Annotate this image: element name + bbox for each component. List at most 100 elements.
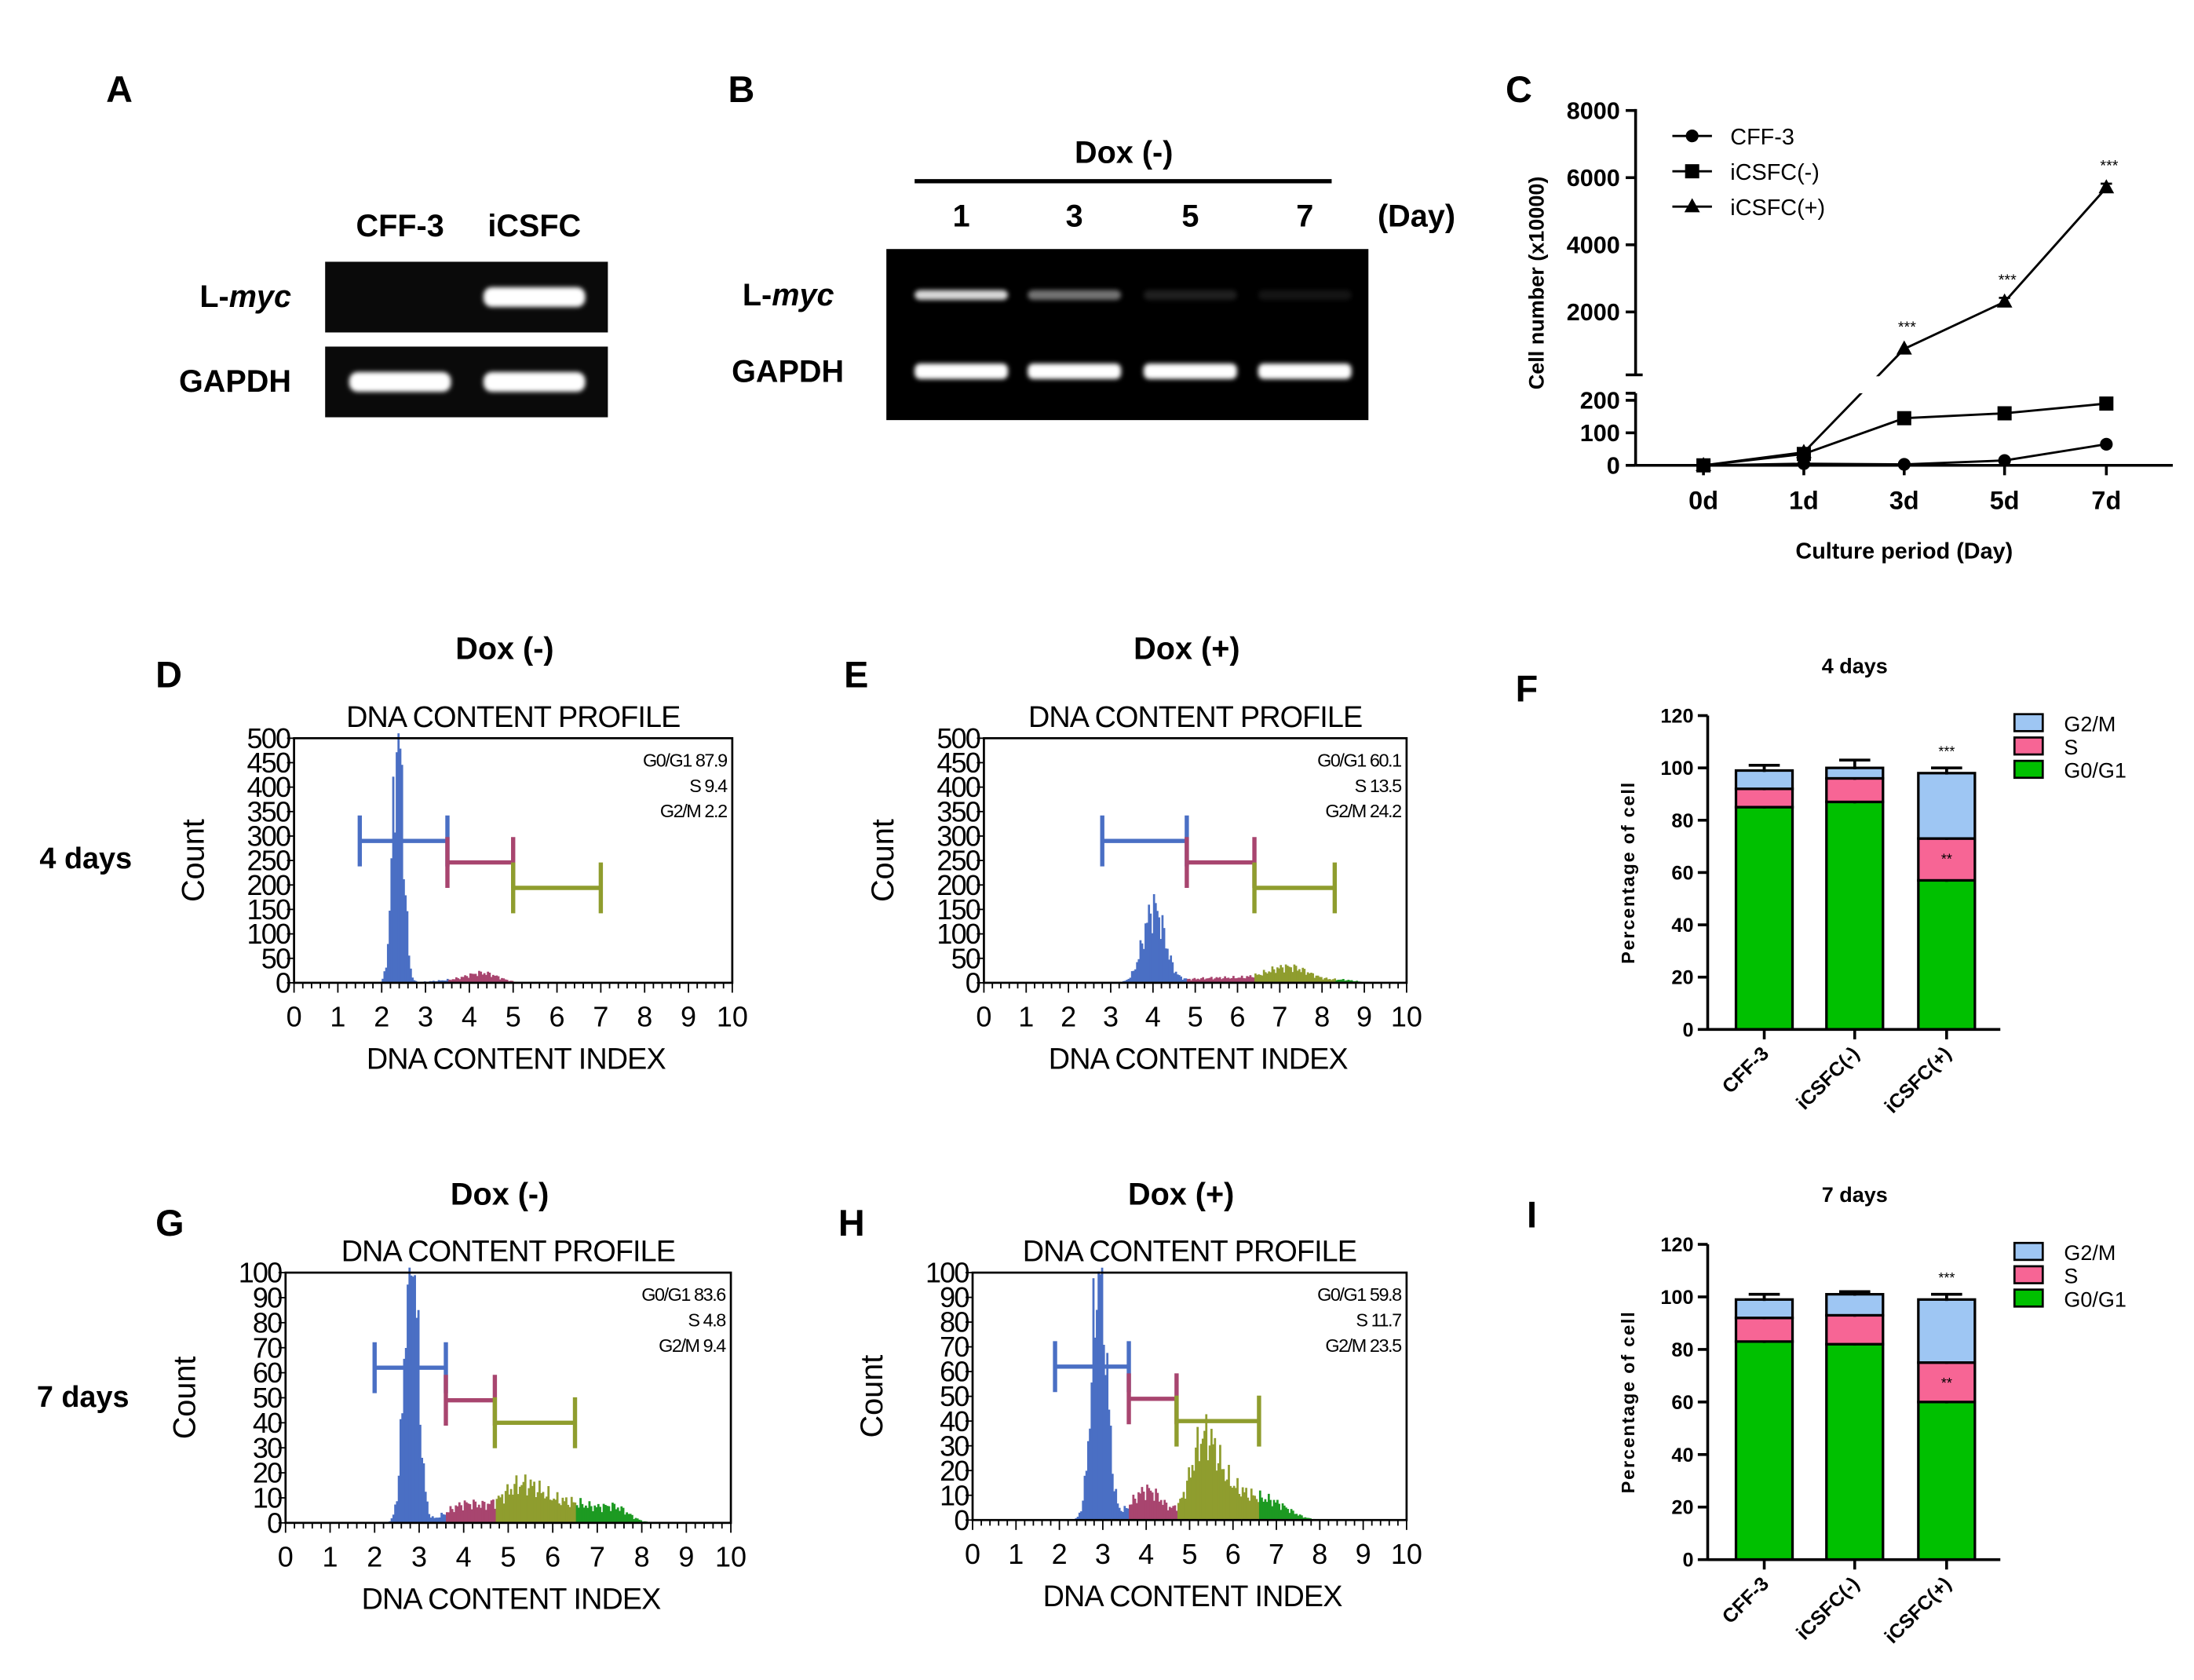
histogram-bin bbox=[502, 978, 506, 983]
histogram-bin bbox=[1224, 1481, 1227, 1521]
y-tick-label: 60 bbox=[1671, 1392, 1693, 1414]
histogram-bin bbox=[1231, 1488, 1234, 1521]
histogram-bin bbox=[1269, 972, 1272, 983]
histogram-bin bbox=[397, 733, 400, 983]
y-tick-label: 40 bbox=[1671, 915, 1693, 937]
x-tick-label: 8 bbox=[1312, 1538, 1327, 1570]
histogram-bin bbox=[478, 970, 480, 983]
y-tick-label: 40 bbox=[1671, 1444, 1693, 1466]
bar-segment-s bbox=[1825, 776, 1885, 804]
histogram-bin bbox=[495, 975, 498, 983]
histogram-bin bbox=[529, 1479, 532, 1523]
histogram-bin bbox=[422, 1463, 425, 1523]
y-tick-label: 20 bbox=[1671, 967, 1693, 989]
gene-italic: myc bbox=[772, 278, 834, 312]
y-tick-label: 350 bbox=[247, 795, 290, 827]
histogram-bin bbox=[1254, 1496, 1257, 1521]
y-tick-label: 60 bbox=[1671, 862, 1693, 884]
gel-condition-label: Dox (-) bbox=[1075, 135, 1173, 170]
histogram-bin bbox=[426, 1501, 429, 1523]
histogram-bin bbox=[1239, 977, 1242, 983]
gel-band bbox=[1258, 290, 1352, 301]
phase-stat: G2/M 24.2 bbox=[1325, 801, 1401, 821]
histogram-bin bbox=[1185, 978, 1188, 983]
x-tick-label: 10 bbox=[1391, 1538, 1422, 1570]
histogram-bin bbox=[433, 1517, 436, 1523]
histogram-bin bbox=[531, 1485, 534, 1523]
histogram-bin bbox=[1198, 1461, 1201, 1521]
y-tick-label: 0 bbox=[966, 966, 980, 999]
histogram-bin bbox=[1323, 977, 1327, 983]
histogram-bin bbox=[474, 1501, 477, 1523]
significance-label: *** bbox=[1938, 744, 1955, 760]
y-tick-label: 250 bbox=[247, 845, 290, 877]
histogram-bin bbox=[1163, 928, 1166, 983]
histogram-bin bbox=[1258, 1490, 1261, 1521]
histogram-bin bbox=[560, 1505, 563, 1523]
histogram-bin bbox=[1188, 1467, 1190, 1521]
histogram-bin bbox=[490, 977, 493, 983]
histogram-bin bbox=[595, 1507, 598, 1523]
bar-segment-s bbox=[1825, 1313, 1885, 1346]
histogram-bin bbox=[1222, 978, 1225, 983]
histogram-bin bbox=[629, 1514, 632, 1523]
x-tick-label: 4 bbox=[1145, 1001, 1161, 1033]
histogram-bin bbox=[473, 1499, 475, 1523]
gel-band bbox=[483, 371, 586, 393]
gene-prefix: GAPDH bbox=[179, 364, 291, 399]
histogram-bin bbox=[469, 1503, 472, 1523]
histogram-bin bbox=[465, 1502, 468, 1523]
histogram-bin bbox=[399, 748, 402, 983]
lane-label: 3 bbox=[1066, 199, 1083, 233]
histogram-bin bbox=[1264, 972, 1267, 983]
y-tick-label: 150 bbox=[936, 893, 980, 926]
histogram-bin bbox=[415, 1317, 418, 1523]
x-tick-label: 8 bbox=[634, 1541, 650, 1573]
significance-label: *** bbox=[1898, 319, 1916, 336]
histogram-bin bbox=[1156, 911, 1159, 983]
gel-row-label: L-myc bbox=[743, 278, 834, 312]
y-tick-label: 500 bbox=[247, 722, 290, 754]
y-tick-label: 300 bbox=[936, 820, 980, 853]
histogram-bin bbox=[1257, 1502, 1260, 1521]
gel-row-label: L-myc bbox=[199, 279, 291, 314]
x-tick-label: 0 bbox=[287, 1001, 302, 1033]
x-axis-label: DNA CONTENT INDEX bbox=[1049, 1043, 1349, 1076]
histogram-bin bbox=[1247, 1497, 1250, 1521]
histogram-bin bbox=[1202, 977, 1204, 983]
histogram-bin bbox=[547, 1486, 550, 1523]
x-tick-label: 5 bbox=[506, 1001, 521, 1033]
histogram-bin bbox=[456, 1506, 459, 1523]
histogram-bin bbox=[1294, 1514, 1296, 1521]
y-tick-label: 50 bbox=[253, 1382, 282, 1414]
histogram-bin bbox=[520, 1485, 524, 1523]
histogram-bin bbox=[1219, 1444, 1221, 1521]
histogram-bin bbox=[1166, 948, 1169, 983]
histogram-bin bbox=[1126, 980, 1129, 983]
y-axis-label: Count bbox=[176, 819, 210, 902]
histogram-bin bbox=[407, 955, 411, 983]
histogram-bin bbox=[1302, 1517, 1305, 1521]
histogram-bin bbox=[1274, 1502, 1277, 1521]
histogram-bin bbox=[1281, 967, 1284, 983]
histogram-bin bbox=[439, 980, 442, 983]
histogram-bin bbox=[441, 980, 444, 983]
histogram-bin bbox=[619, 1510, 621, 1523]
histogram-bin bbox=[1178, 975, 1181, 983]
histogram-bin bbox=[1290, 1509, 1293, 1521]
histogram-bin bbox=[488, 1503, 491, 1523]
x-tick-label: 9 bbox=[1356, 1538, 1371, 1570]
x-tick-label: 6 bbox=[1229, 1001, 1245, 1033]
histogram-bin bbox=[1196, 1426, 1199, 1521]
histogram-bin bbox=[1149, 913, 1152, 983]
histogram-bin bbox=[1225, 1479, 1228, 1521]
histogram-bin bbox=[1089, 1428, 1091, 1521]
legend-swatch bbox=[2013, 1265, 2044, 1284]
histogram-bin bbox=[1111, 1474, 1114, 1521]
y-tick-label: 20 bbox=[253, 1457, 282, 1489]
histogram-bin bbox=[1227, 977, 1230, 983]
histogram-bin bbox=[1332, 979, 1334, 983]
histogram-bin bbox=[446, 978, 449, 983]
x-tick-label: 3 bbox=[418, 1001, 433, 1033]
histogram-bin bbox=[1276, 1499, 1279, 1521]
